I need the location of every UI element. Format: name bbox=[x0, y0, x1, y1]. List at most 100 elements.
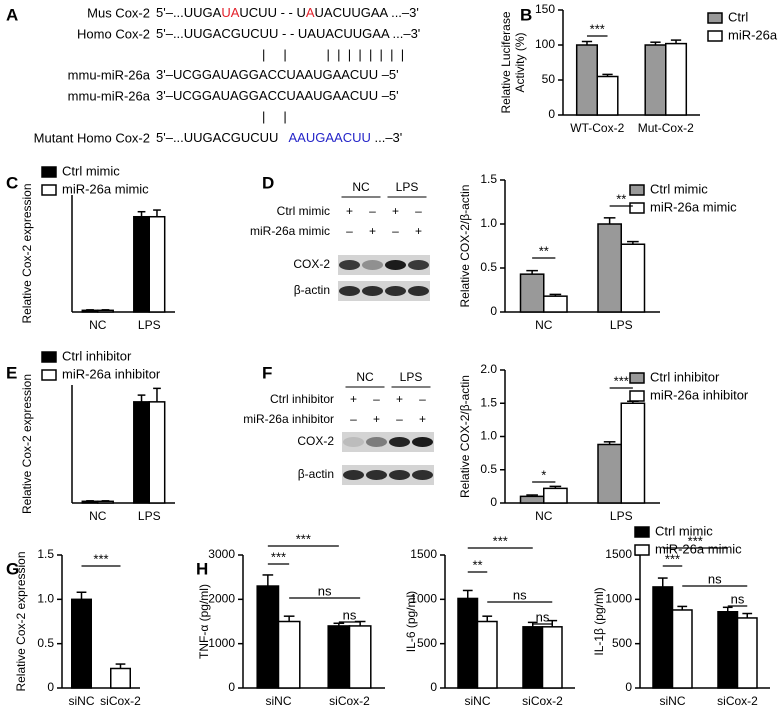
x-tick-label: NC bbox=[535, 318, 553, 332]
blot-row-label: miR-26a mimic bbox=[250, 224, 330, 238]
y-tick-label: 0.5 bbox=[480, 462, 497, 476]
error-bar bbox=[603, 217, 616, 224]
error-bar bbox=[333, 622, 345, 626]
bar bbox=[277, 620, 301, 689]
bar bbox=[71, 598, 92, 689]
blot-strip bbox=[338, 255, 430, 275]
blot-band bbox=[362, 286, 383, 296]
y-axis-label: IL-6 (pg/ml) bbox=[404, 591, 418, 652]
legend-label: Ctrl mimic bbox=[650, 181, 708, 196]
y-tick-label: 0 bbox=[490, 304, 497, 318]
legend-label: miR-26a mimic bbox=[655, 541, 742, 556]
legend-swatch bbox=[629, 184, 645, 196]
significance-label: ns bbox=[318, 583, 332, 598]
legend-swatch bbox=[634, 526, 650, 538]
error-bar bbox=[742, 612, 753, 618]
panel-label: D bbox=[262, 173, 274, 192]
significance-label: ns bbox=[731, 591, 745, 606]
legend-label: Ctrl mimic bbox=[655, 523, 713, 538]
y-axis-label: Activity (%) bbox=[513, 32, 527, 92]
blot-band bbox=[408, 260, 429, 270]
significance-label: *** bbox=[590, 21, 605, 36]
error-bar bbox=[603, 441, 616, 445]
y-tick-label: 1.5 bbox=[37, 547, 54, 561]
error-bar bbox=[482, 615, 493, 622]
blot-row-label: Ctrl inhibitor bbox=[270, 392, 334, 406]
error-bar bbox=[581, 40, 593, 45]
blot-header: NC bbox=[352, 180, 370, 194]
error-bar bbox=[526, 269, 538, 275]
error-bar bbox=[462, 589, 473, 599]
blot-band bbox=[362, 260, 383, 270]
blot-sign: + bbox=[369, 224, 376, 238]
sequence-segment: ...–3' bbox=[371, 130, 402, 145]
blot-sign: – bbox=[415, 204, 422, 218]
x-tick-label: siCox-2 bbox=[329, 694, 370, 708]
error-bar bbox=[86, 500, 94, 502]
y-tick-label: 1.0 bbox=[480, 429, 497, 443]
blot-sign: – bbox=[350, 412, 357, 426]
blot-sign: + bbox=[396, 392, 403, 406]
error-bar bbox=[657, 577, 668, 587]
blot-band bbox=[366, 437, 387, 447]
significance-label: *** bbox=[614, 373, 629, 388]
blot-header: NC bbox=[356, 370, 374, 384]
y-tick-label: 1.5 bbox=[480, 395, 497, 409]
blot-sign: + bbox=[373, 412, 380, 426]
sequence-segment: 5'–...UUGA bbox=[156, 5, 222, 20]
bar bbox=[519, 273, 545, 313]
y-axis-label: Relative Luciferase bbox=[499, 11, 513, 113]
bar bbox=[81, 309, 99, 313]
panel-label: C bbox=[6, 173, 18, 192]
sequence: 3'–UCGGAUAGGACCUAAUGAACUU –5' bbox=[156, 67, 399, 82]
error-bar bbox=[677, 605, 688, 610]
legend-swatch bbox=[707, 30, 723, 42]
sequence-label: mmu-miR-26a bbox=[68, 67, 151, 82]
significance-label: ns bbox=[708, 571, 722, 586]
sequence-label: mmu-miR-26a bbox=[68, 88, 151, 103]
error-bar bbox=[627, 240, 639, 245]
x-tick-label: siNC bbox=[465, 694, 491, 708]
sequence-segment: A bbox=[306, 5, 315, 20]
y-tick-label: 500 bbox=[417, 636, 437, 650]
blot-sign: – bbox=[346, 224, 353, 238]
significance-label: * bbox=[541, 467, 546, 482]
error-bar bbox=[115, 663, 126, 669]
sequence: 5'–...UUGACGUCUU AAUGAACUU ...–3' bbox=[156, 130, 402, 145]
bar bbox=[665, 42, 688, 116]
sequence-label: Homo Cox-2 bbox=[77, 26, 150, 41]
legend-swatch bbox=[41, 184, 57, 196]
y-tick-label: 1500 bbox=[605, 547, 632, 561]
blot-band bbox=[339, 260, 360, 270]
bar bbox=[543, 487, 568, 504]
error-bar bbox=[527, 621, 538, 627]
significance-label: *** bbox=[271, 549, 286, 564]
bar bbox=[644, 44, 667, 116]
y-tick-label: 0 bbox=[47, 680, 54, 694]
x-tick-label: NC bbox=[89, 318, 107, 332]
legend-label: miR-26a mimic bbox=[62, 181, 149, 196]
bar bbox=[671, 609, 693, 689]
blot-sign: – bbox=[419, 392, 426, 406]
sequence: | | | | | | | | | | bbox=[262, 47, 404, 62]
x-tick-label: siCox-2 bbox=[100, 694, 141, 708]
bar bbox=[597, 443, 622, 504]
y-tick-label: 150 bbox=[535, 2, 555, 16]
significance-label: *** bbox=[493, 533, 508, 548]
blot-band-label: β-actin bbox=[294, 283, 330, 297]
legend-label: Ctrl inhibitor bbox=[62, 348, 132, 363]
x-tick-label: siCox-2 bbox=[717, 694, 758, 708]
panel-label: A bbox=[6, 5, 18, 24]
sequence-segment: 3'–UCGGAUAGGACCUAAUGAACUU –5' bbox=[156, 88, 399, 103]
blot-band bbox=[343, 470, 364, 480]
blot-header: LPS bbox=[396, 180, 419, 194]
bar bbox=[133, 215, 151, 313]
y-tick-label: 100 bbox=[535, 37, 555, 51]
bar bbox=[575, 44, 599, 116]
blot-band bbox=[339, 286, 360, 296]
y-axis-label: IL-1β (pg/ml) bbox=[592, 587, 606, 655]
significance-label: ** bbox=[539, 243, 549, 258]
legend-swatch bbox=[629, 202, 645, 214]
x-tick-label: siNC bbox=[660, 694, 686, 708]
